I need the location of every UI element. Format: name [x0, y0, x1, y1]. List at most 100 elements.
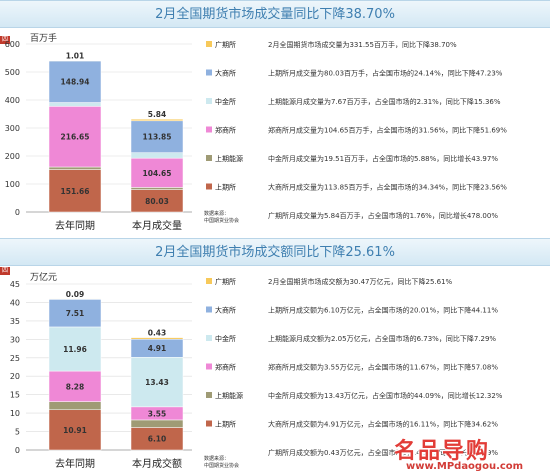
volume-source-note: 数据来源： 中国期货业协会: [204, 211, 239, 225]
y-tick-label: 600: [5, 40, 20, 49]
legend-label: 大商所: [215, 69, 236, 78]
legend-swatch: [206, 98, 212, 104]
y-tick-label: 5: [15, 428, 20, 437]
annotation-text: 郑商所月成交额为3.55万亿元，占全国市场的11.67%，同比下降57.08%: [268, 363, 498, 372]
legend-swatch: [206, 126, 212, 133]
bar-segment: [48, 169, 102, 213]
watermark: 名品导购 www.MPdaogou.com: [394, 433, 544, 473]
data-label: 6.10: [148, 435, 167, 444]
data-label: 13.43: [145, 378, 169, 387]
bar-segment: [130, 357, 184, 408]
data-label: 216.65: [61, 133, 90, 142]
data-label: 0.09: [66, 290, 85, 299]
legend-label: 大商所: [215, 306, 236, 315]
legend-swatch: [206, 278, 212, 284]
legend-label: 郑商所: [215, 363, 236, 372]
y-tick-label: 25: [10, 354, 20, 363]
legend-swatch: [206, 155, 212, 161]
legend-label: 上期所: [215, 183, 236, 192]
annotation-text: 上期能源月成交量为7.67百万手，占全国市场的2.31%，同比下降15.36%: [268, 97, 501, 106]
volume-chart-panel: 2月全国期货市场成交量同比下降38.70% 四 百万手 0 100 200 300 40…: [0, 0, 550, 236]
data-label: 0.43: [148, 329, 167, 338]
data-label: 1.01: [66, 52, 85, 61]
y-tick-label: 30: [10, 335, 20, 344]
legend-label: 郑商所: [215, 126, 236, 135]
legend-swatch: [206, 363, 212, 370]
y-tick-label: 300: [5, 124, 20, 133]
bar-segment: [48, 298, 102, 328]
y-tick-label: 100: [5, 180, 20, 189]
y-tick-label: 40: [10, 298, 20, 307]
y-tick-label: 200: [5, 152, 20, 161]
turnover-chart: 05101520253035404510.912.218.2811.967.51…: [10, 277, 503, 470]
turnover-unit-label: 万亿元: [30, 273, 58, 283]
y-tick-label: 20: [10, 372, 20, 381]
watermark-url: www.MPdaogou.com: [406, 461, 524, 472]
annotation-text: 大商所月成交额为4.91万亿元，占全国市场的16.11%，同比下降34.62%: [268, 420, 498, 429]
data-label: 5.84: [148, 110, 167, 119]
bar-segment: [48, 166, 102, 170]
annotation-text: 大商所月成交量为113.85百万手，占全国市场的34.34%，同比下降23.56…: [268, 183, 507, 192]
bar-segment: [130, 157, 184, 188]
data-label: 10.91: [63, 426, 87, 435]
annotation-text: 郑商所月成交量为104.65百万手，占全国市场的31.56%，同比下降51.69…: [268, 126, 507, 135]
data-label: 7.51: [66, 309, 85, 318]
bar-segment: [48, 60, 102, 62]
x-tick-label: 本月成交量: [132, 219, 182, 232]
data-label: 148.94: [61, 78, 90, 87]
legend-label: 上期能源: [215, 154, 243, 163]
legend-label: 广期所: [215, 40, 236, 49]
source-org: 中国期货业协会: [204, 463, 240, 469]
x-tick-label: 去年同期: [55, 219, 95, 232]
x-tick-label: 去年同期: [55, 457, 95, 470]
annotation-text: 广期所月成交额为0.43万亿元，占全国市场的1.40%，同比增长398.19%: [268, 448, 498, 457]
legend-swatch: [206, 420, 212, 427]
legend-swatch: [206, 392, 212, 398]
bar-segment: [48, 409, 102, 451]
legend-label: 中金所: [215, 97, 236, 106]
data-label: 80.03: [145, 197, 169, 206]
source-label: 数据来源：: [204, 211, 230, 217]
bar-segment: [130, 337, 184, 340]
bar-segment: [130, 187, 184, 190]
bar-segment: [130, 419, 184, 428]
legend-swatch: [206, 335, 212, 341]
y-tick-label: 500: [5, 68, 20, 77]
legend-label: 上期能源: [215, 391, 243, 400]
y-tick-label: 400: [5, 96, 20, 105]
bar-segment: [48, 102, 102, 107]
annotation-text: 2月全国期货市场成交额为30.47万亿元，同比下降25.61%: [268, 277, 453, 286]
bar-segment: [48, 326, 102, 372]
data-label: 11.96: [63, 345, 87, 354]
annotation-text: 中金所月成交量为19.51百万手，占全国市场的5.88%，同比增长43.97%: [268, 154, 498, 163]
y-tick-label: 0: [15, 446, 20, 455]
annotation-text: 上期所月成交量为80.03百万手，占全国市场的24.14%，同比下降47.23%: [268, 69, 503, 78]
source-label: 数据来源：: [204, 456, 230, 462]
turnover-source-note: 数据来源： 中国期货业协会: [204, 456, 239, 470]
legend-label: 广期所: [215, 277, 236, 286]
bar-segment: [130, 152, 184, 159]
legend-label: 中金所: [215, 334, 236, 343]
turnover-chart-title: 2月全国期货市场成交额同比下降25.61%: [0, 238, 550, 266]
watermark-logo: 名品导购: [394, 439, 491, 464]
bar-segment: [48, 298, 102, 300]
annotation-text: 广期所月成交量为5.84百万手，占全国市场的1.76%，同比增长478.00%: [268, 211, 498, 220]
data-label: 104.65: [143, 169, 172, 178]
annotation-text: 2月全国期货市场成交量为331.55百万手，同比下降38.70%: [268, 40, 457, 49]
x-tick-label: 本月成交额: [132, 457, 182, 470]
data-label: 3.55: [148, 409, 167, 418]
legend-swatch: [206, 69, 212, 76]
bar-segment: [48, 401, 102, 411]
volume-chart-title: 2月全国期货市场成交量同比下降38.70%: [0, 0, 550, 28]
annotation-text: 上期所月成交额为6.10万亿元，占全国市场的20.01%，同比下降44.11%: [268, 306, 498, 315]
y-tick-label: 10: [10, 409, 20, 418]
corner-mark-icon: 四: [0, 267, 10, 275]
legend-swatch: [206, 183, 212, 190]
annotation-text: 上期能源月成交额为2.05万亿元，占全国市场的6.73%，同比下降7.29%: [268, 334, 496, 343]
legend-label: 上期所: [215, 420, 236, 429]
y-tick-label: 35: [10, 317, 20, 326]
legend-swatch: [206, 306, 212, 313]
turnover-chart-panel: 2月全国期货市场成交额同比下降25.61% 四 万亿元 0 5 10 15 20 25 30…: [0, 238, 550, 475]
corner-mark-icon: 四: [0, 36, 10, 44]
y-tick-label: 45: [10, 280, 20, 289]
